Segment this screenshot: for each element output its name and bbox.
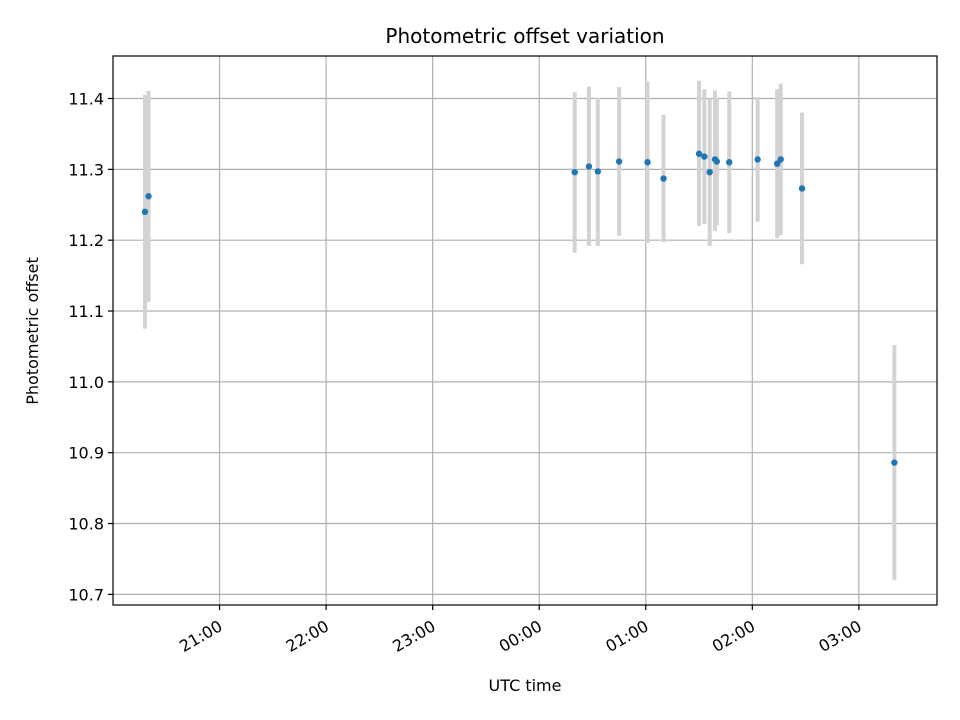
data-point <box>773 160 781 167</box>
x-tick-label: 23:00 <box>389 616 438 656</box>
data-point <box>615 158 623 165</box>
error-bars <box>142 80 897 581</box>
data-point <box>701 153 708 160</box>
grid-lines <box>113 56 937 605</box>
data-point <box>777 156 784 163</box>
y-tick-label: 11.2 <box>68 231 104 250</box>
y-tick-label: 11.4 <box>68 90 104 109</box>
data-point <box>695 150 703 157</box>
data-point <box>571 168 578 176</box>
data-point <box>798 185 806 192</box>
y-tick-label: 10.8 <box>68 515 104 534</box>
x-tick-label: 21:00 <box>176 616 225 656</box>
data-points <box>141 150 898 466</box>
y-tick-label: 11.1 <box>68 302 104 321</box>
data-point <box>891 459 898 466</box>
x-tick-label: 22:00 <box>283 616 332 656</box>
data-point <box>145 193 152 200</box>
x-axis-label: UTC time <box>489 676 562 695</box>
data-point <box>713 158 720 165</box>
data-point <box>585 163 593 170</box>
y-tick-label: 11.3 <box>68 160 104 179</box>
data-point <box>594 168 602 175</box>
x-tick-label: 02:00 <box>709 616 758 656</box>
data-point <box>754 156 761 163</box>
data-point <box>706 168 713 176</box>
chart-title: Photometric offset variation <box>385 24 664 48</box>
x-tick-label: 00:00 <box>496 616 545 656</box>
data-point <box>660 175 667 182</box>
data-point <box>726 159 733 166</box>
y-axis-label: Photometric offset <box>23 257 42 405</box>
y-tick-label: 10.7 <box>68 585 104 604</box>
data-point <box>644 159 651 166</box>
x-tick-label: 01:00 <box>602 616 651 656</box>
data-point <box>141 208 149 216</box>
y-tick-label: 11.0 <box>68 373 104 392</box>
plot-frame <box>112 55 938 606</box>
x-tick-label: 03:00 <box>815 616 864 656</box>
axes: 21:00 22:00 23:00 00:00 01:00 02:00 03:00 10.7 1… <box>68 55 938 656</box>
y-tick-label: 10.9 <box>68 444 104 463</box>
